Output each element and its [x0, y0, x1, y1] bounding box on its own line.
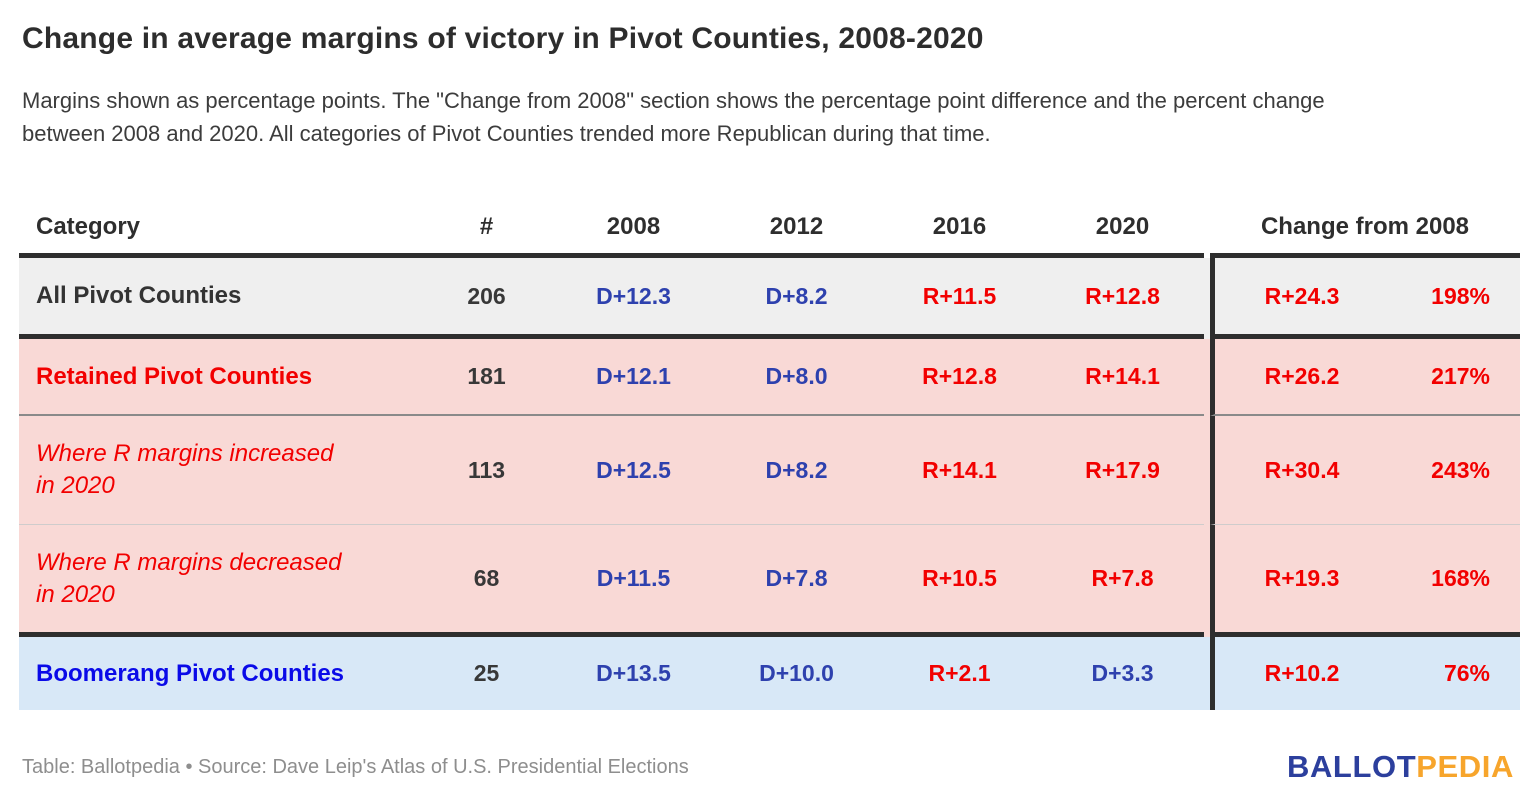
- value-cell-2020: R+7.8: [1091, 565, 1154, 591]
- value-cell-2012: D+8.0: [765, 363, 828, 389]
- column-header-2012: 2012: [769, 212, 824, 240]
- header-main-segment: Category # 2008 2012 2016 2020: [19, 200, 1204, 258]
- count-cell: 206: [467, 282, 506, 309]
- change-pp-cell: R+30.4: [1264, 456, 1340, 483]
- count-cell: 25: [473, 660, 500, 686]
- change-pp-cell: R+24.3: [1264, 282, 1340, 309]
- value-cell-2008: D+13.5: [596, 660, 671, 686]
- value-cell-2008: D+11.5: [596, 565, 671, 591]
- value-cell-2016: R+11.5: [922, 282, 997, 309]
- change-pct-cell: 168%: [1431, 565, 1490, 591]
- footer-credit: Table: Ballotpedia • Source: Dave Leip's…: [22, 755, 689, 778]
- table-header-row: Category # 2008 2012 2016 2020 Change fr…: [19, 200, 1520, 258]
- value-cell-2008: D+12.5: [596, 456, 671, 483]
- count-cell: 68: [473, 565, 500, 591]
- value-cell-2020: R+14.1: [1085, 363, 1160, 389]
- column-header-count: #: [479, 212, 494, 240]
- value-cell-2012: D+7.8: [765, 565, 828, 591]
- data-table: Category # 2008 2012 2016 2020 Change fr…: [19, 200, 1520, 710]
- change-pp-cell: R+26.2: [1264, 363, 1340, 389]
- value-cell-2020: D+3.3: [1091, 660, 1154, 686]
- footer: Table: Ballotpedia • Source: Dave Leip's…: [22, 748, 1514, 786]
- ballotpedia-logo: BALLOTPEDIA: [1287, 749, 1514, 785]
- value-cell-2012: D+8.2: [765, 282, 828, 309]
- category-cell: Retained Pivot Counties: [36, 362, 313, 390]
- change-pct-cell: 198%: [1431, 282, 1490, 309]
- change-pp-cell: R+19.3: [1264, 565, 1340, 591]
- value-cell-2016: R+10.5: [922, 565, 997, 591]
- page-title: Change in average margins of victory in …: [22, 22, 984, 55]
- table-row-all-pivot-counties: All Pivot Counties 206 D+12.3 D+8.2 R+11…: [19, 258, 1520, 339]
- column-header-2016: 2016: [932, 212, 987, 240]
- column-header-2008: 2008: [606, 212, 661, 240]
- change-pp-cell: R+10.2: [1264, 660, 1340, 686]
- count-cell: 181: [467, 363, 506, 389]
- value-cell-2016: R+12.8: [922, 363, 997, 389]
- change-pct-cell: 76%: [1443, 660, 1490, 686]
- page-subtitle: Margins shown as percentage points. The …: [22, 84, 1325, 150]
- value-cell-2012: D+10.0: [759, 660, 834, 686]
- column-header-change-from-2008: Change from 2008: [1260, 212, 1470, 240]
- value-cell-2008: D+12.1: [596, 363, 671, 389]
- column-gap: [1204, 258, 1210, 339]
- change-pct-cell: 243%: [1431, 456, 1490, 483]
- category-cell: All Pivot Counties: [36, 282, 242, 309]
- column-gap: [1204, 637, 1210, 710]
- value-cell-2020: R+17.9: [1085, 456, 1160, 483]
- column-header-category: Category: [36, 212, 141, 240]
- category-cell: Where R margins decreased in 2020: [36, 548, 342, 608]
- table-row-boomerang-pivot-counties: Boomerang Pivot Counties 25 D+13.5 D+10.…: [19, 637, 1520, 710]
- value-cell-2016: R+14.1: [922, 456, 997, 483]
- value-cell-2020: R+12.8: [1085, 282, 1160, 309]
- column-gap: [1204, 525, 1210, 637]
- logo-ballot-text: BALLOT: [1286, 749, 1417, 784]
- value-cell-2016: R+2.1: [928, 660, 991, 686]
- logo-pedia-text: PEDIA: [1416, 749, 1514, 784]
- header-change-segment: Change from 2008: [1210, 200, 1520, 258]
- category-cell: Where R margins increased in 2020: [36, 440, 334, 499]
- table-row-retained-pivot-counties: Retained Pivot Counties 181 D+12.1 D+8.0…: [19, 339, 1520, 416]
- value-cell-2008: D+12.3: [596, 282, 671, 309]
- category-cell: Boomerang Pivot Counties: [36, 659, 345, 687]
- change-pct-cell: 217%: [1431, 363, 1490, 389]
- table-row-r-margins-decreased: Where R margins decreased in 2020 68 D+1…: [19, 525, 1520, 637]
- value-cell-2012: D+8.2: [765, 456, 828, 483]
- column-gap: [1204, 339, 1210, 416]
- subtitle-line-1: Margins shown as percentage points. The …: [22, 88, 1325, 113]
- count-cell: 113: [467, 456, 506, 483]
- column-header-2020: 2020: [1095, 212, 1150, 240]
- table-row-r-margins-increased: Where R margins increased in 2020 113 D+…: [19, 416, 1520, 525]
- subtitle-line-2: between 2008 and 2020. All categories of…: [22, 121, 991, 146]
- column-gap: [1204, 416, 1210, 525]
